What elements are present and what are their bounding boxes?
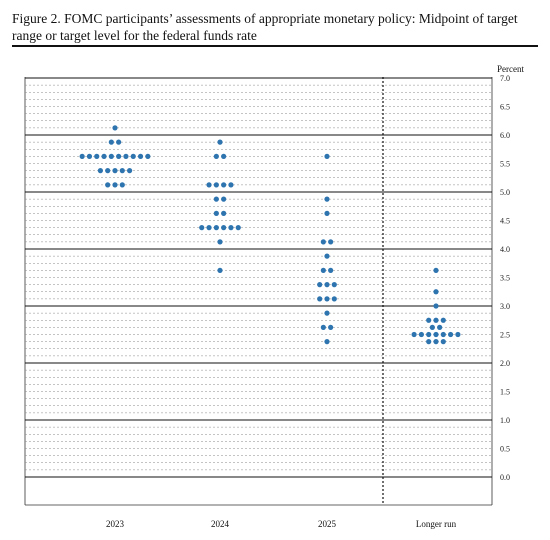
dot <box>108 139 114 145</box>
dot <box>127 168 133 174</box>
y-tick-label: 2.0 <box>500 359 510 368</box>
dot <box>328 239 334 245</box>
dot <box>455 331 461 338</box>
dot <box>418 331 424 338</box>
y-tick-label: 6.0 <box>500 131 510 140</box>
dot <box>112 168 118 174</box>
y-tick-label: 1.0 <box>500 416 510 425</box>
dot <box>324 296 330 302</box>
dot <box>324 210 330 216</box>
dot <box>213 196 219 202</box>
dot <box>228 225 234 231</box>
dot <box>97 168 103 174</box>
x-category-label: Longer run <box>416 519 457 529</box>
dot <box>213 153 219 159</box>
dot <box>213 182 219 188</box>
dot <box>221 210 227 216</box>
dot <box>112 182 118 188</box>
dot <box>130 153 136 159</box>
x-category-label: 2023 <box>106 519 125 529</box>
dot <box>108 153 114 159</box>
dot <box>324 339 330 345</box>
dot <box>331 296 337 302</box>
title-rule <box>12 45 538 47</box>
y-tick-label: 0.5 <box>500 445 510 454</box>
dot <box>217 267 223 273</box>
y-tick-label: 0.0 <box>500 473 510 482</box>
dot <box>235 225 241 231</box>
dot <box>221 153 227 159</box>
figure-title: Figure 2. FOMC participants’ assessments… <box>12 11 518 43</box>
dot <box>426 331 432 338</box>
dot <box>433 317 439 323</box>
dot <box>328 267 334 273</box>
dot <box>440 317 446 323</box>
dot <box>411 331 417 338</box>
dot <box>440 331 446 338</box>
dot <box>206 182 212 188</box>
dot <box>324 310 330 316</box>
dot <box>105 168 111 174</box>
y-tick-label: 3.0 <box>500 302 510 311</box>
y-tick-label: 4.0 <box>500 245 510 254</box>
dot <box>119 168 125 174</box>
dot <box>324 153 330 159</box>
y-tick-label: 6.5 <box>500 103 510 112</box>
dot <box>86 153 93 159</box>
dot <box>429 324 435 330</box>
y-tick-label: 3.5 <box>500 274 510 283</box>
dot <box>228 182 234 188</box>
dot <box>213 210 219 216</box>
dot <box>213 225 219 231</box>
dot <box>324 196 330 202</box>
dot <box>328 324 334 330</box>
dot <box>217 139 223 145</box>
dot <box>433 267 439 273</box>
dot <box>79 153 85 159</box>
dot <box>320 267 326 273</box>
dot <box>112 125 118 131</box>
dot <box>320 239 326 245</box>
dot <box>437 324 443 330</box>
y-axis-label: Percent <box>497 64 524 74</box>
dot <box>320 324 326 330</box>
y-tick-label: 2.5 <box>500 331 510 340</box>
dot <box>221 196 227 202</box>
dot <box>433 289 439 295</box>
dot <box>426 339 432 345</box>
dot <box>101 153 107 159</box>
dot <box>448 331 454 338</box>
dot <box>440 339 446 345</box>
dot <box>433 331 439 338</box>
dot <box>433 339 439 345</box>
y-tick-label: 5.0 <box>500 188 510 197</box>
dot <box>221 182 227 188</box>
dot <box>123 153 129 159</box>
dot <box>324 253 330 259</box>
dot <box>94 153 100 159</box>
x-category-label: 2025 <box>318 519 337 529</box>
x-category-label: 2024 <box>211 519 230 529</box>
dot <box>116 153 122 159</box>
y-tick-label: 5.5 <box>500 160 510 169</box>
dot <box>105 182 111 188</box>
y-tick-label: 1.5 <box>500 388 510 397</box>
dot <box>324 282 330 288</box>
dot <box>199 225 205 231</box>
dot <box>119 182 125 188</box>
dot <box>206 225 212 231</box>
dot <box>426 317 432 323</box>
dot <box>221 225 227 231</box>
dot <box>116 139 122 145</box>
y-tick-label: 7.0 <box>500 74 510 83</box>
dot <box>317 282 323 288</box>
dot <box>137 153 144 159</box>
dot <box>317 296 323 302</box>
dot <box>217 239 223 245</box>
dot <box>433 303 439 309</box>
dot <box>331 282 337 288</box>
y-tick-label: 4.5 <box>500 217 510 226</box>
dot <box>145 153 151 159</box>
